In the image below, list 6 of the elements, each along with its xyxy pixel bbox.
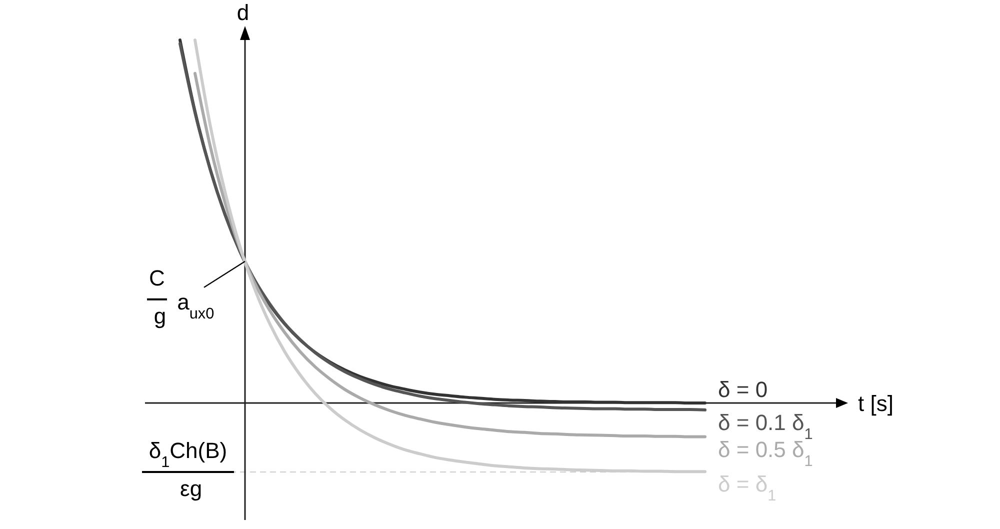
y-axis-title: d bbox=[236, 0, 250, 25]
series-label: δ = 0.1 δ$_{1}$ bbox=[718, 410, 813, 442]
series-label: δ = 0 bbox=[718, 377, 768, 402]
annotation: C g a$_{ux0}$ bbox=[148, 265, 214, 328]
ref-line-label: δ$_{1}$Ch(B) εg bbox=[148, 438, 228, 501]
text: t [s] bbox=[858, 391, 894, 416]
